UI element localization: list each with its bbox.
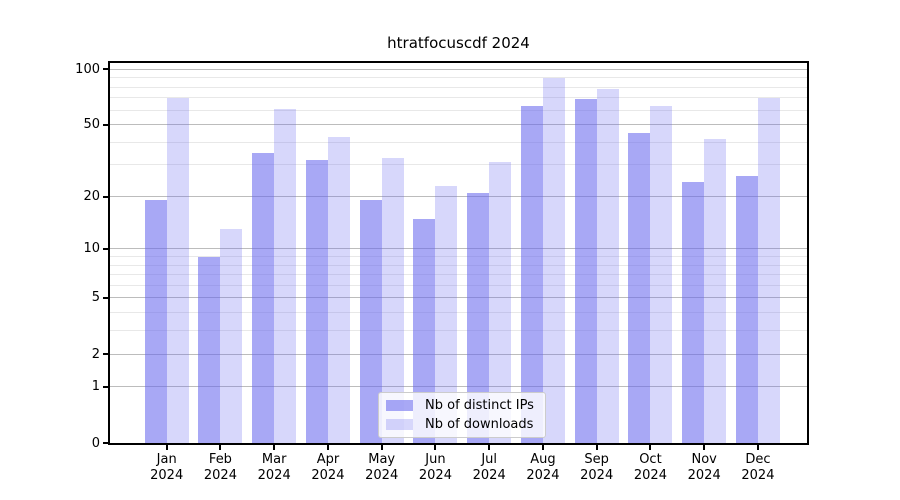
x-tick-label-dec: Dec 2024 bbox=[741, 452, 775, 483]
axis-spine-left bbox=[108, 61, 110, 445]
x-tick bbox=[703, 445, 706, 450]
bar-oct-distinct-ips bbox=[628, 133, 651, 443]
bar-nov-downloads bbox=[704, 138, 727, 443]
x-tick bbox=[488, 445, 491, 450]
bar-jan-downloads bbox=[166, 97, 189, 443]
bar-jul-downloads bbox=[489, 162, 512, 443]
y-tick bbox=[103, 296, 108, 299]
y-tick-label: 100 bbox=[75, 61, 100, 77]
x-tick-label-jan: Jan 2024 bbox=[150, 452, 184, 483]
gridline-major bbox=[110, 353, 807, 355]
bar-apr-distinct-ips bbox=[305, 159, 328, 443]
gridline-major bbox=[110, 124, 807, 126]
y-tick bbox=[103, 353, 108, 356]
bar-feb-downloads bbox=[220, 229, 243, 443]
legend-item-downloads: Nb of downloads bbox=[386, 417, 538, 432]
gridline-minor bbox=[110, 264, 807, 266]
gridline-major bbox=[110, 248, 807, 250]
bar-jan-distinct-ips bbox=[144, 200, 167, 443]
x-tick-label-jul: Jul 2024 bbox=[472, 452, 506, 483]
x-tick-label-mar: Mar 2024 bbox=[257, 452, 291, 483]
bar-mar-distinct-ips bbox=[252, 152, 275, 443]
gridline-major bbox=[110, 297, 807, 299]
legend-item-distinct-ips: Nb of distinct IPs bbox=[386, 398, 538, 413]
bar-jun-downloads bbox=[435, 185, 458, 443]
gridline-major bbox=[110, 386, 807, 388]
bar-aug-downloads bbox=[542, 77, 565, 443]
legend-label-downloads: Nb of downloads bbox=[425, 417, 534, 432]
x-tick-label-nov: Nov 2024 bbox=[687, 452, 721, 483]
gridline-minor bbox=[110, 109, 807, 111]
x-tick bbox=[756, 445, 759, 450]
gridline-minor bbox=[110, 86, 807, 88]
y-tick bbox=[103, 195, 108, 198]
legend: Nb of distinct IPs Nb of downloads bbox=[378, 392, 546, 438]
legend-label-distinct-ips: Nb of distinct IPs bbox=[425, 398, 534, 413]
x-tick bbox=[165, 445, 168, 450]
x-tick-label-jun: Jun 2024 bbox=[418, 452, 452, 483]
bar-dec-distinct-ips bbox=[735, 176, 758, 443]
y-tick-label: 50 bbox=[83, 117, 100, 133]
bar-oct-downloads bbox=[650, 106, 673, 443]
gridline-minor bbox=[110, 274, 807, 276]
x-tick bbox=[326, 445, 329, 450]
x-tick-label-aug: Aug 2024 bbox=[526, 452, 560, 483]
y-tick-label: 0 bbox=[91, 435, 100, 451]
gridline-minor bbox=[110, 77, 807, 79]
gridline-minor bbox=[110, 141, 807, 143]
bar-nov-distinct-ips bbox=[682, 182, 705, 443]
bar-apr-downloads bbox=[327, 136, 350, 443]
x-tick bbox=[595, 445, 598, 450]
legend-swatch-downloads bbox=[386, 419, 413, 430]
y-tick-label: 20 bbox=[83, 189, 100, 205]
bar-sep-distinct-ips bbox=[574, 99, 597, 443]
bar-may-downloads bbox=[381, 157, 404, 443]
gridline-major bbox=[110, 68, 807, 70]
chart-title: htratfocuscdf 2024 bbox=[387, 34, 530, 52]
y-tick bbox=[103, 442, 108, 444]
x-tick bbox=[380, 445, 383, 450]
x-tick-label-may: May 2024 bbox=[365, 452, 399, 483]
bar-may-distinct-ips bbox=[359, 200, 382, 443]
x-tick-label-sep: Sep 2024 bbox=[580, 452, 614, 483]
y-tick bbox=[103, 68, 108, 71]
gridline-minor bbox=[110, 312, 807, 314]
x-tick bbox=[219, 445, 222, 450]
gridline-minor bbox=[110, 284, 807, 286]
y-tick bbox=[103, 247, 108, 250]
y-tick-label: 5 bbox=[91, 290, 100, 306]
gridline-minor bbox=[110, 330, 807, 332]
axis-spine-bottom bbox=[108, 443, 809, 445]
bar-sep-downloads bbox=[596, 89, 619, 443]
y-tick-label: 1 bbox=[91, 379, 100, 395]
x-tick-label-oct: Oct 2024 bbox=[633, 452, 667, 483]
bar-aug-distinct-ips bbox=[520, 106, 543, 443]
bar-dec-downloads bbox=[757, 97, 780, 443]
gridline-major bbox=[110, 196, 807, 198]
gridline-minor bbox=[110, 164, 807, 166]
bar-mar-downloads bbox=[274, 108, 297, 443]
bar-jul-distinct-ips bbox=[467, 192, 490, 443]
x-tick-label-apr: Apr 2024 bbox=[311, 452, 345, 483]
y-tick-label: 2 bbox=[91, 346, 100, 362]
x-tick bbox=[434, 445, 437, 450]
legend-swatch-distinct-ips bbox=[386, 400, 413, 411]
y-tick-label: 10 bbox=[83, 241, 100, 257]
gridline-minor bbox=[110, 97, 807, 99]
bar-jun-distinct-ips bbox=[413, 218, 436, 443]
axis-spine-right bbox=[807, 61, 809, 445]
x-tick bbox=[273, 445, 276, 450]
x-tick bbox=[541, 445, 544, 450]
bar-feb-distinct-ips bbox=[198, 256, 221, 443]
gridline-minor bbox=[110, 256, 807, 258]
y-tick bbox=[103, 385, 108, 388]
x-tick bbox=[649, 445, 652, 450]
plot-area: Nb of distinct IPs Nb of downloads 0 1 2 5 1… bbox=[75, 61, 809, 483]
axis-spine-top bbox=[108, 61, 809, 63]
x-tick-label-feb: Feb 2024 bbox=[203, 452, 237, 483]
y-tick bbox=[103, 123, 108, 126]
